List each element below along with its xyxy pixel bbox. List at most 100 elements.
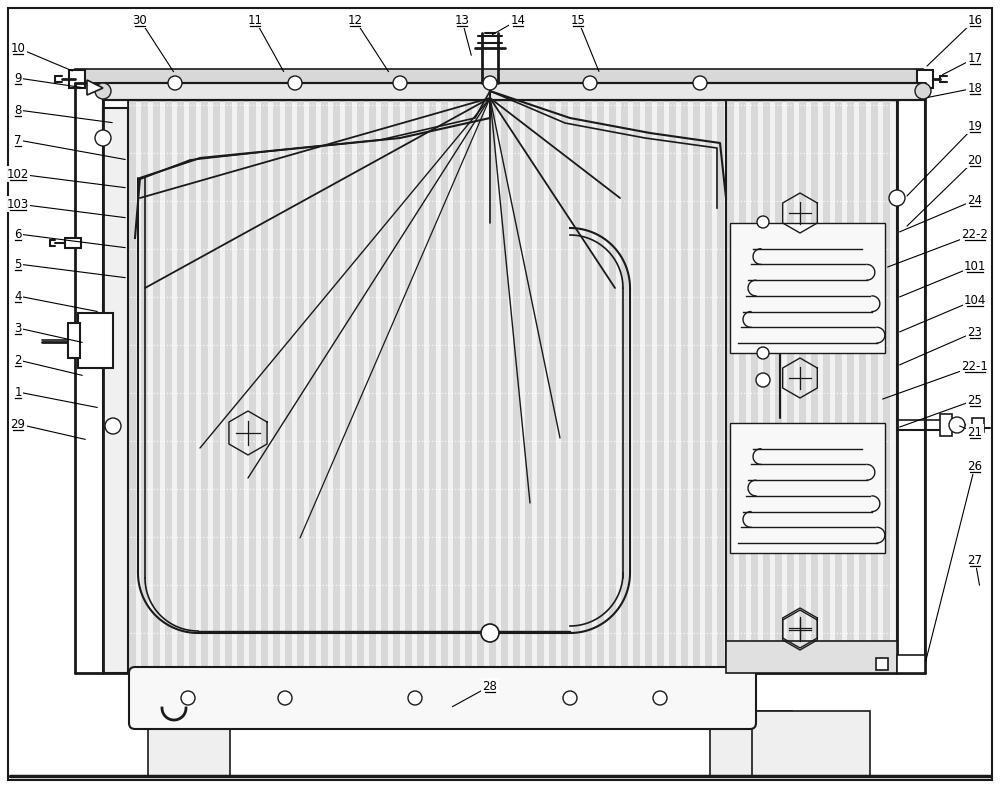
Bar [710, 711, 792, 776]
Text: 29: 29 [10, 418, 26, 430]
Bar [621, 101, 628, 672]
Bar [65, 238, 81, 248]
Bar [705, 101, 712, 672]
Bar [78, 313, 113, 368]
Text: 8: 8 [14, 103, 22, 117]
Bar [609, 101, 616, 672]
Bar [68, 323, 80, 358]
Bar [775, 101, 782, 672]
Bar [876, 658, 888, 670]
Text: 15: 15 [571, 13, 585, 27]
Circle shape [278, 691, 292, 705]
Circle shape [393, 76, 407, 90]
Bar [501, 101, 508, 672]
Bar [597, 101, 604, 672]
Bar [897, 655, 925, 673]
Circle shape [181, 691, 195, 705]
Bar [940, 414, 952, 436]
Bar [189, 101, 196, 672]
Circle shape [481, 624, 499, 642]
Text: 21: 21 [968, 426, 982, 438]
Text: 20: 20 [968, 154, 982, 166]
Circle shape [757, 216, 769, 228]
Bar [972, 418, 984, 432]
Text: 27: 27 [968, 553, 982, 567]
Text: 30: 30 [133, 13, 147, 27]
Text: 5: 5 [14, 258, 22, 270]
Text: 7: 7 [14, 133, 22, 147]
Bar [177, 101, 184, 672]
Text: 19: 19 [968, 120, 982, 132]
Bar [103, 83, 923, 100]
Bar [321, 101, 328, 672]
Bar [129, 101, 136, 672]
Bar [489, 101, 496, 672]
Bar [165, 101, 172, 672]
Bar [513, 101, 520, 672]
Text: 26: 26 [968, 459, 982, 473]
Bar [225, 101, 232, 672]
Text: 3: 3 [14, 322, 22, 334]
Bar [681, 101, 688, 672]
Bar [465, 101, 472, 672]
Circle shape [563, 691, 577, 705]
Bar [585, 101, 592, 672]
Text: 101: 101 [964, 259, 986, 273]
Circle shape [756, 373, 770, 387]
Circle shape [408, 691, 422, 705]
Circle shape [757, 347, 769, 359]
Bar [393, 101, 400, 672]
Bar [726, 100, 897, 673]
Circle shape [889, 190, 905, 206]
Circle shape [949, 417, 965, 433]
Text: 10: 10 [11, 42, 25, 54]
Circle shape [97, 85, 109, 97]
Bar [103, 108, 128, 673]
Bar [237, 101, 244, 672]
Bar [799, 101, 806, 672]
Bar [249, 101, 256, 672]
Bar [333, 101, 340, 672]
Circle shape [95, 130, 111, 146]
Bar [285, 101, 292, 672]
Text: 17: 17 [968, 51, 982, 65]
Text: 13: 13 [455, 13, 469, 27]
Bar [549, 101, 556, 672]
Bar [883, 101, 890, 672]
Bar [148, 711, 230, 776]
Bar [537, 101, 544, 672]
Bar [763, 101, 770, 672]
Bar [261, 101, 268, 672]
Bar [726, 641, 897, 673]
Bar [917, 70, 933, 88]
Text: 2: 2 [14, 354, 22, 366]
Text: 22-1: 22-1 [962, 359, 988, 373]
Bar [633, 101, 640, 672]
Bar [309, 101, 316, 672]
Text: 28: 28 [483, 679, 497, 693]
Circle shape [95, 83, 111, 99]
Bar [525, 101, 532, 672]
Circle shape [483, 76, 497, 90]
Circle shape [105, 418, 121, 434]
Text: 23: 23 [968, 325, 982, 339]
Bar [727, 101, 734, 672]
Bar [453, 101, 460, 672]
Bar [213, 101, 220, 672]
Bar [273, 101, 280, 672]
Text: 103: 103 [7, 198, 29, 210]
Bar [429, 101, 436, 672]
Text: 6: 6 [14, 228, 22, 240]
Bar [693, 101, 700, 672]
Bar [141, 101, 148, 672]
Bar [751, 101, 758, 672]
Bar [381, 101, 388, 672]
Bar [717, 101, 724, 672]
Bar [835, 101, 842, 672]
Text: 22-2: 22-2 [962, 228, 988, 240]
Bar [297, 101, 304, 672]
Text: 11: 11 [248, 13, 262, 27]
Bar [811, 101, 818, 672]
Bar [730, 423, 885, 553]
Bar [405, 101, 412, 672]
